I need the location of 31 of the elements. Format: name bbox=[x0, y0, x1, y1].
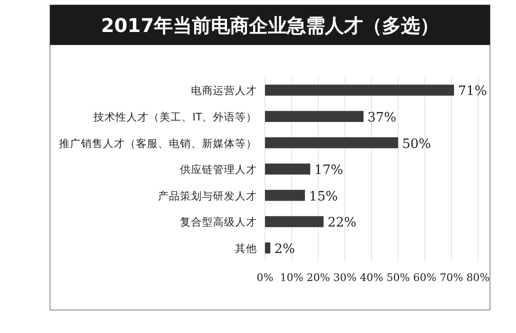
x-tick-label: 40% bbox=[360, 272, 384, 284]
bar bbox=[265, 216, 324, 228]
x-tick-label: 20% bbox=[306, 272, 330, 284]
bar bbox=[265, 110, 364, 122]
y-tick-label: 供应链管理人才 bbox=[180, 163, 257, 176]
bar bbox=[265, 84, 454, 96]
y-tick-label: 产品策划与研发人才 bbox=[158, 189, 257, 202]
x-tick-label: 60% bbox=[413, 272, 436, 284]
chart-title: 2017年当前电商企业急需人才（多选） bbox=[101, 15, 439, 37]
bar bbox=[265, 164, 310, 175]
data-label: 71% bbox=[458, 84, 487, 100]
bar bbox=[265, 242, 270, 254]
x-tick-label: 30% bbox=[333, 272, 357, 284]
data-label: 17% bbox=[314, 163, 344, 178]
x-tick-label: 0% bbox=[256, 272, 274, 284]
y-tick-label: 推广销售人才（客服、电销、新媒体等） bbox=[59, 136, 257, 150]
y-tick-label: 电商运营人才 bbox=[191, 84, 257, 98]
x-tick-label: 50% bbox=[386, 272, 410, 284]
data-label: 22% bbox=[328, 216, 356, 231]
x-tick-label: 80% bbox=[466, 272, 490, 284]
bar bbox=[265, 190, 305, 201]
data-label: 2% bbox=[274, 242, 295, 257]
y-tick-label: 其他 bbox=[235, 242, 257, 255]
data-label: 15% bbox=[308, 189, 338, 204]
y-tick-label: 技术性人才（美工、IT、外语等） bbox=[92, 110, 257, 124]
bar bbox=[265, 137, 398, 148]
data-label: 50% bbox=[402, 136, 432, 152]
y-tick-label: 复合型高级人才 bbox=[180, 216, 257, 229]
data-label: 37% bbox=[368, 110, 396, 126]
x-tick-label: 70% bbox=[440, 272, 464, 284]
x-tick-label: 10% bbox=[280, 272, 304, 284]
